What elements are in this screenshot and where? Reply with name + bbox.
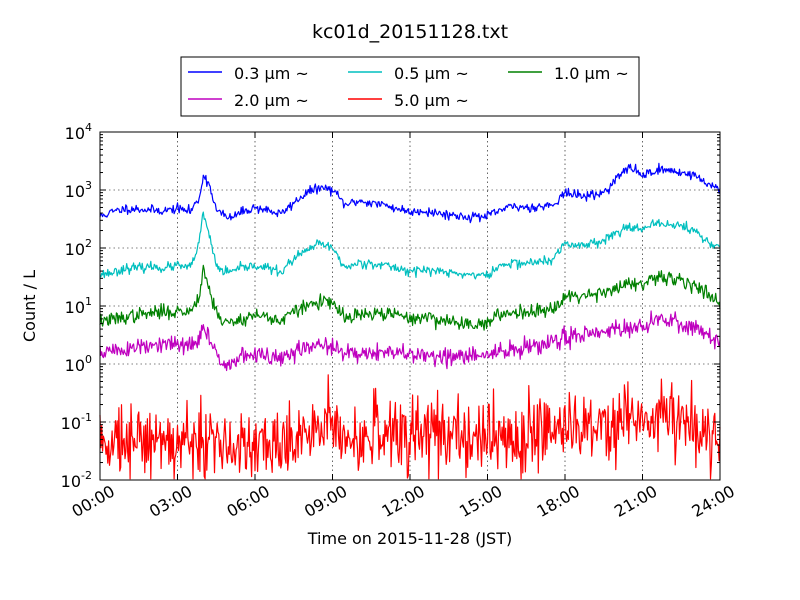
legend-label-1: 0.3 μm ~ <box>234 64 309 83</box>
legend: 0.3 μm ~ 0.5 μm ~ 1.0 μm ~ 2.0 μm ~ 5.0 μm ~ <box>180 56 640 117</box>
y-tick-label: 102 <box>65 237 92 259</box>
legend-label-5: 5.0 μm ~ <box>394 91 469 110</box>
y-axis-label: Count / L <box>20 270 39 342</box>
plot-area <box>99 162 721 480</box>
y-tick-label: 104 <box>65 121 92 143</box>
chart-title: kc01d_20151128.txt <box>312 21 508 43</box>
y-tick-label: 100 <box>65 353 92 375</box>
y-tick-label: 10-2 <box>61 469 92 491</box>
series-line-5 <box>99 374 721 480</box>
legend-label-3: 1.0 μm ~ <box>554 64 629 83</box>
y-tick-label: 103 <box>65 179 92 201</box>
y-tick-label: 10-1 <box>61 411 92 433</box>
series-line-3 <box>99 264 721 331</box>
legend-box <box>180 56 640 117</box>
y-axis: 10-2 10-1 100 101 102 103 104 <box>61 121 92 491</box>
series-line-4 <box>99 310 721 372</box>
axis-ticks <box>99 131 721 481</box>
y-tick-label: 101 <box>65 295 92 317</box>
x-axis-label: Time on 2015-11-28 (JST) <box>307 529 512 548</box>
legend-label-2: 0.5 μm ~ <box>394 64 469 83</box>
series-line-1 <box>99 162 721 224</box>
series-line-2 <box>99 211 721 280</box>
legend-label-4: 2.0 μm ~ <box>234 91 309 110</box>
